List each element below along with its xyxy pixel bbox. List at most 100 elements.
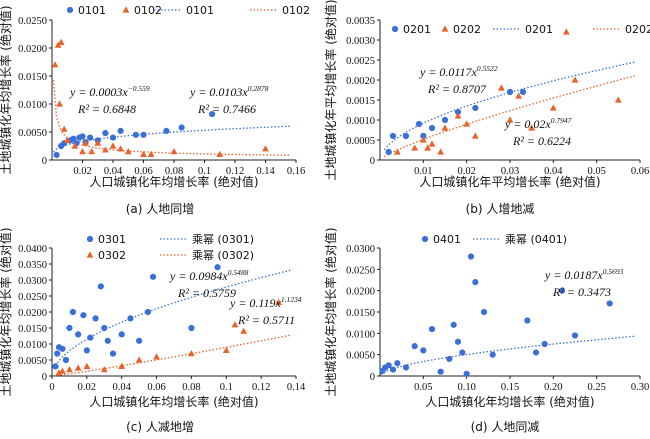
point-0302 xyxy=(55,369,63,376)
y-tick-label: 0.0200 xyxy=(346,287,375,298)
legend-label: 0102 xyxy=(134,4,162,17)
point-0401 xyxy=(411,343,418,350)
point-0201 xyxy=(472,104,479,112)
point-0401 xyxy=(450,321,457,328)
point-0202 xyxy=(506,116,514,123)
x-tick-label: 0.14 xyxy=(256,166,275,177)
point-0301 xyxy=(104,337,111,344)
y-tick-label: 0.0050 xyxy=(346,351,375,362)
x-axis-label: 人口城镇化年均增长率 (绝对值) xyxy=(89,174,258,189)
point-0301 xyxy=(69,308,77,316)
fit-r2: R² = 0.6224 xyxy=(512,134,571,148)
y-tick-label: 0 xyxy=(42,372,47,383)
y-tick-label: 0.0015 xyxy=(346,96,375,107)
point-0201 xyxy=(402,132,410,140)
y-tick-label: 0.0400 xyxy=(18,244,47,255)
point-0302 xyxy=(275,298,282,305)
point-0401 xyxy=(454,338,462,345)
legend-label: 乘幂 (0401) xyxy=(505,233,567,246)
legend-marker xyxy=(122,6,130,13)
point-0102 xyxy=(109,142,117,149)
x-tick-label: 0.30 xyxy=(631,382,649,393)
fit-equation: y = 0.0187x0.5693 xyxy=(544,267,624,282)
x-tick-label: 0.10 xyxy=(457,382,475,393)
point-0202 xyxy=(454,112,462,119)
point-0101 xyxy=(140,131,147,138)
point-0102 xyxy=(262,145,269,152)
x-tick-label: 0.06 xyxy=(631,166,649,177)
point-0102 xyxy=(56,100,64,107)
point-0202 xyxy=(441,124,449,131)
legend-label: 0202 xyxy=(625,23,650,36)
point-0102 xyxy=(88,148,96,155)
x-tick-label: 0.14 xyxy=(287,382,306,393)
fit-equation: y = 0.0103x0.2878 xyxy=(189,84,269,99)
point-0401 xyxy=(541,340,548,348)
point-0202 xyxy=(419,136,427,143)
point-0401 xyxy=(489,351,496,358)
fit-equation: y = 0.119x1.1234 xyxy=(229,295,302,310)
point-0401 xyxy=(467,253,475,260)
x-tick-label: 0.12 xyxy=(226,166,244,177)
point-0102 xyxy=(79,148,86,155)
point-0201 xyxy=(389,132,397,140)
point-0401 xyxy=(402,364,410,371)
y-tick-label: 0.0050 xyxy=(18,128,47,139)
point-0401 xyxy=(480,308,488,316)
point-0202 xyxy=(562,28,570,35)
y-tick-label: 0.0200 xyxy=(18,44,47,55)
y-tick-label: 0.0250 xyxy=(18,16,47,27)
chart-panel-1: 0.02 0.04 0.06 0.08 0.1 0.12 0.14 0.16 0 0.0050 0.… xyxy=(0,4,310,216)
x-tick-label: 0.08 xyxy=(182,382,200,393)
point-0302 xyxy=(118,362,126,369)
y-tick-label: 0.0150 xyxy=(18,72,47,83)
point-0302 xyxy=(222,346,230,353)
point-0202 xyxy=(549,104,557,111)
point-0101 xyxy=(70,135,77,142)
point-0201 xyxy=(415,120,423,128)
point-0301 xyxy=(97,283,104,290)
trendline-0302 xyxy=(53,334,292,377)
point-0201 xyxy=(385,148,392,156)
fit-r2: R² = 0.3473 xyxy=(552,285,611,299)
x-tick-label: 0.01 xyxy=(414,166,432,177)
x-tick-label: 0.25 xyxy=(587,382,605,393)
point-0302 xyxy=(74,364,82,371)
point-0101 xyxy=(79,133,86,140)
point-0302 xyxy=(59,367,66,374)
point-0301 xyxy=(118,331,125,338)
fit-r2: R² = 0.7466 xyxy=(197,102,256,116)
panel-caption: (c) 人减地增 xyxy=(126,420,194,434)
x-tick-label: 0.1 xyxy=(220,382,233,393)
point-0401 xyxy=(463,370,470,377)
legend-marker xyxy=(391,25,399,33)
point-0401 xyxy=(558,287,566,294)
point-0301 xyxy=(136,337,143,344)
x-tick-label: 0.1 xyxy=(198,166,211,177)
fit-equation: y = 0.02x0.7947 xyxy=(504,116,572,131)
y-axis-label: 土地城镇化年平均增长率 (绝对值) xyxy=(323,0,338,181)
point-0102 xyxy=(117,145,125,152)
point-0301 xyxy=(54,350,61,357)
point-0101 xyxy=(87,134,94,141)
x-tick-label: 0.20 xyxy=(544,382,562,393)
point-0201 xyxy=(506,88,514,96)
point-0302 xyxy=(231,321,239,328)
chart-panel-3: 0 0.02 0.04 0.06 0.08 0.1 0.12 0.14 0 0.0050 0.010… xyxy=(0,227,306,434)
point-0202 xyxy=(614,96,622,103)
x-tick-label: 0.03 xyxy=(501,166,519,177)
x-axis-label: 人口城镇化年平均增长率 (绝对值) xyxy=(419,174,600,189)
legend-marker xyxy=(421,235,429,243)
point-0302 xyxy=(100,366,108,373)
point-0301 xyxy=(66,324,73,332)
fit-r2: R² = 0.6848 xyxy=(77,102,136,116)
x-tick-label: 0.04 xyxy=(104,166,123,177)
point-0301 xyxy=(80,312,87,319)
point-0401 xyxy=(389,366,397,373)
point-0301 xyxy=(87,334,94,341)
point-0102 xyxy=(94,139,102,146)
y-tick-label: 0.0030 xyxy=(346,36,375,47)
trendline-0301 xyxy=(53,269,292,370)
y-tick-label: 0.0150 xyxy=(18,324,47,335)
